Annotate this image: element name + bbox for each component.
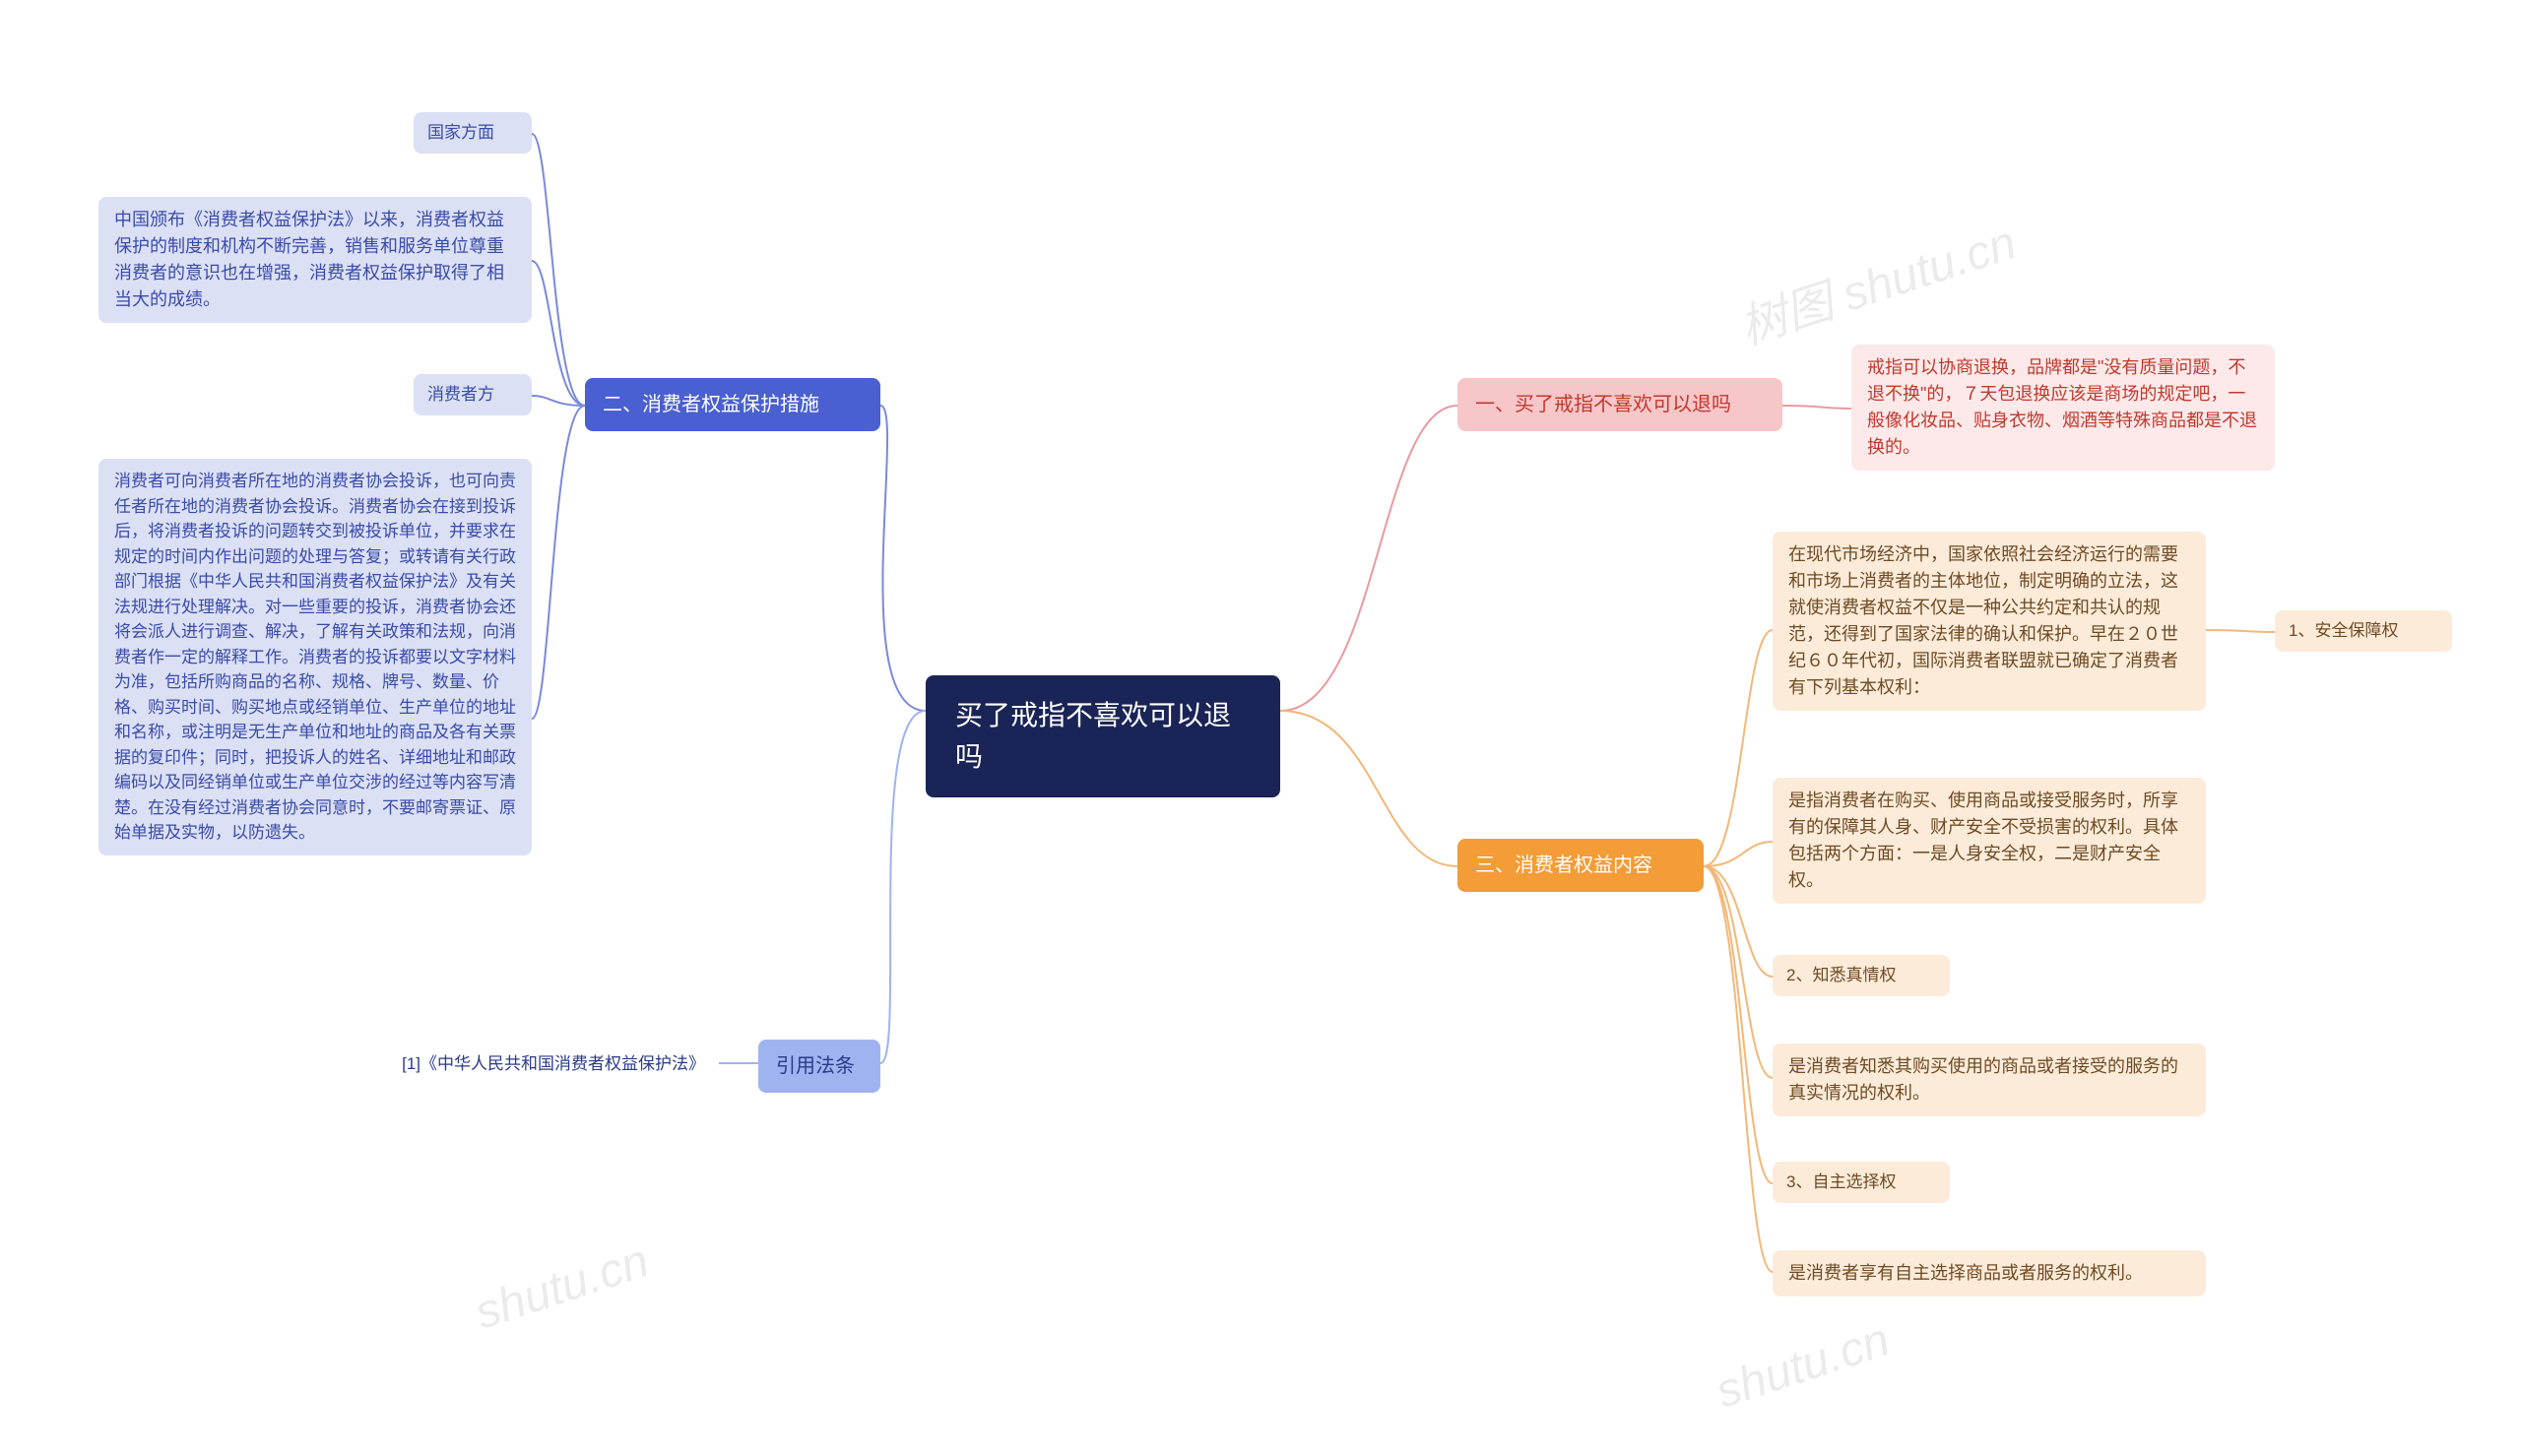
leaf-b3c6[interactable]: 是消费者享有自主选择商品或者服务的权利。: [1773, 1250, 2206, 1297]
edge-b3-b3c3: [1704, 866, 1773, 977]
root-node[interactable]: 买了戒指不喜欢可以退吗: [926, 675, 1280, 797]
leaf-b2c2[interactable]: 中国颁布《消费者权益保护法》以来，消费者权益保护的制度和机构不断完善，销售和服务…: [98, 197, 532, 323]
edge-b3-b3c2: [1704, 842, 1773, 866]
edge-b2-b2c2: [532, 261, 585, 406]
edge-root-b3: [1280, 711, 1457, 866]
leaf-b3c1a[interactable]: 1、安全保障权: [2275, 610, 2452, 652]
edge-root-b2: [880, 406, 926, 711]
leaf-b3c5[interactable]: 3、自主选择权: [1773, 1162, 1950, 1203]
edge-b2-b2c4: [532, 406, 585, 719]
branch-b1[interactable]: 一、买了戒指不喜欢可以退吗: [1457, 378, 1782, 431]
leaf-b3c3[interactable]: 2、知悉真情权: [1773, 955, 1950, 996]
branch-b3[interactable]: 三、消费者权益内容: [1457, 839, 1704, 892]
branch-b4[interactable]: 引用法条: [758, 1040, 880, 1093]
watermark: shutu.cn: [1710, 1312, 1897, 1419]
edge-b3-b3c6: [1704, 866, 1773, 1272]
edge-b3-b3c4: [1704, 866, 1773, 1078]
branch-b2[interactable]: 二、消费者权益保护措施: [585, 378, 880, 431]
edge-root-b4: [880, 711, 926, 1063]
leaf-b2c1[interactable]: 国家方面: [414, 112, 532, 154]
leaf-b2c3[interactable]: 消费者方: [414, 374, 532, 415]
edge-b3c1-b3c1a: [2206, 630, 2275, 632]
leaf-b4c1: [1]《中华人民共和国消费者权益保护法》: [325, 1044, 719, 1085]
leaf-b3c1[interactable]: 在现代市场经济中，国家依照社会经济运行的需要和市场上消费者的主体地位，制定明确的…: [1773, 532, 2206, 711]
watermark: 树图 shutu.cn: [1729, 204, 2023, 357]
watermark: shutu.cn: [469, 1234, 656, 1340]
edge-b2-b2c1: [532, 134, 585, 406]
leaf-b3c2[interactable]: 是指消费者在购买、使用商品或接受服务时，所享有的保障其人身、财产安全不受损害的权…: [1773, 778, 2206, 904]
edge-b2-b2c3: [532, 396, 585, 406]
edge-b1-b1c1: [1782, 406, 1851, 409]
leaf-b3c4[interactable]: 是消费者知悉其购买使用的商品或者接受的服务的真实情况的权利。: [1773, 1044, 2206, 1116]
edge-b3-b3c5: [1704, 866, 1773, 1183]
leaf-b2c4[interactable]: 消费者可向消费者所在地的消费者协会投诉，也可向责任者所在地的消费者协会投诉。消费…: [98, 459, 532, 855]
leaf-b1c1[interactable]: 戒指可以协商退换，品牌都是"没有质量问题，不退不换"的，７天包退换应该是商场的规…: [1851, 345, 2275, 471]
edge-b3-b3c1: [1704, 630, 1773, 866]
edge-root-b1: [1280, 406, 1457, 711]
